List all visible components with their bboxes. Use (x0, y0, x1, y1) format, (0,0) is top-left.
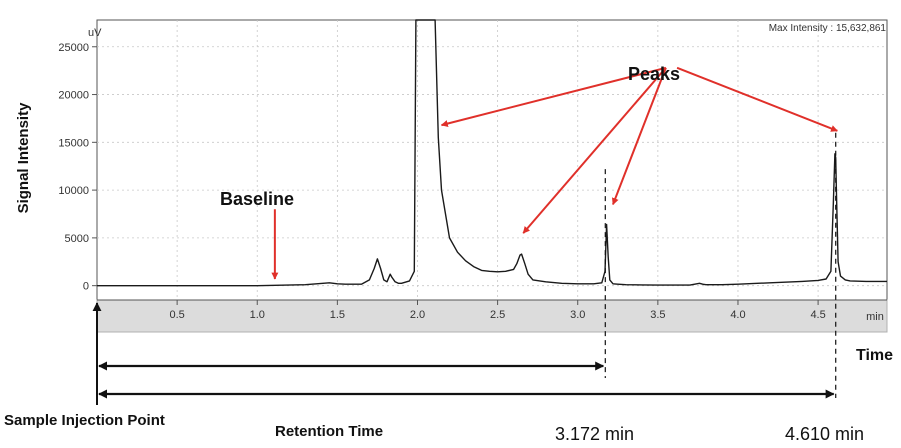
x-tick-label: 2.5 (490, 309, 505, 321)
peak-arrow (611, 67, 667, 206)
retention-time-label: Retention Time (275, 423, 383, 440)
x-axis-strip (96, 299, 888, 333)
x-axis-title: Time (856, 347, 893, 364)
grid-lines (97, 20, 887, 300)
baseline-label: Baseline (220, 189, 294, 209)
x-unit-label: min (866, 311, 884, 323)
rt1-value-label: 3.172 min (555, 424, 634, 444)
y-tick-label: 15000 (58, 137, 89, 149)
peaks-label: Peaks (628, 64, 680, 84)
x-tick-label: 4.0 (730, 309, 745, 321)
peak-arrow (440, 66, 667, 127)
x-tick-label: 3.0 (570, 309, 585, 321)
y-unit-label: uV (88, 27, 102, 39)
annotation-arrows (271, 66, 838, 280)
rt2-value-label: 4.610 min (785, 424, 864, 444)
axis-ticks: 0.5 1.0 1.5 2.0 2.5 3.0 3.5 4.0 4.5 0 5000 10000 150… (58, 42, 825, 321)
x-tick-label: 4.5 (810, 309, 825, 321)
retention-markers (92, 132, 837, 405)
peak-arrow (522, 67, 667, 234)
y-tick-label: 20000 (58, 90, 89, 102)
x-tick-label: 0.5 (169, 309, 184, 321)
y-tick-label: 5000 (65, 233, 89, 245)
series-line (97, 19, 887, 287)
y-tick-label: 25000 (58, 42, 89, 54)
plot-area (96, 19, 888, 301)
peak-arrow (676, 66, 838, 132)
y-tick-label: 0 (83, 281, 89, 293)
y-tick-label: 10000 (58, 185, 89, 197)
x-tick-label: 2.0 (410, 309, 425, 321)
sample-injection-label: Sample Injection Point (4, 412, 165, 429)
y-axis-title: Signal Intensity (15, 102, 32, 214)
x-tick-label: 3.5 (650, 309, 665, 321)
x-tick-label: 1.5 (330, 309, 345, 321)
x-tick-label: 1.0 (250, 309, 265, 321)
max-intensity-label: Max Intensity : 15,632,861 (769, 23, 887, 34)
